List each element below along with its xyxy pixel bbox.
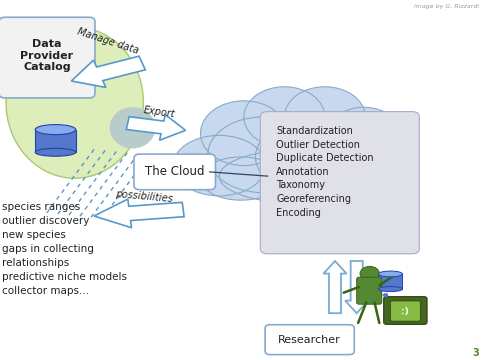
Text: Data
Provider
Catalog: Data Provider Catalog (20, 39, 74, 72)
Ellipse shape (35, 148, 76, 156)
Ellipse shape (244, 87, 325, 147)
Ellipse shape (173, 135, 266, 196)
Text: Manage data: Manage data (77, 27, 140, 56)
Ellipse shape (378, 271, 402, 277)
FancyBboxPatch shape (384, 297, 427, 324)
Ellipse shape (326, 107, 402, 163)
Ellipse shape (110, 107, 156, 149)
Circle shape (384, 294, 388, 297)
Ellipse shape (208, 117, 318, 193)
Circle shape (378, 294, 382, 297)
Ellipse shape (331, 138, 412, 194)
Text: 3: 3 (473, 348, 480, 358)
FancyBboxPatch shape (134, 154, 215, 190)
Ellipse shape (284, 87, 365, 147)
Text: possibilities: possibilities (115, 189, 173, 204)
Text: Standardization
Outlier Detection
Duplicate Detection
Annotation
Taxonomy
Georef: Standardization Outlier Detection Duplic… (276, 126, 374, 217)
Ellipse shape (255, 119, 371, 195)
FancyArrow shape (323, 261, 347, 313)
Polygon shape (94, 199, 184, 228)
Ellipse shape (378, 287, 402, 292)
Polygon shape (126, 114, 186, 140)
FancyBboxPatch shape (390, 301, 420, 321)
Circle shape (360, 266, 379, 281)
Ellipse shape (219, 149, 378, 203)
FancyBboxPatch shape (0, 17, 95, 98)
Ellipse shape (201, 157, 281, 200)
Text: The Cloud: The Cloud (145, 165, 204, 179)
Circle shape (372, 294, 376, 297)
Bar (378, 274, 402, 289)
FancyBboxPatch shape (260, 112, 419, 254)
Ellipse shape (35, 125, 76, 135)
FancyArrow shape (345, 261, 368, 313)
FancyBboxPatch shape (265, 325, 354, 355)
Ellipse shape (6, 27, 144, 178)
Text: species ranges
outlier discovery
new species
gaps in collecting
relationships
pr: species ranges outlier discovery new spe… (2, 202, 127, 296)
Bar (35, 130, 76, 152)
Text: Export: Export (143, 105, 175, 120)
Polygon shape (71, 56, 145, 87)
Text: Researcher: Researcher (278, 335, 341, 345)
Text: :): :) (402, 306, 409, 315)
FancyBboxPatch shape (357, 277, 382, 304)
Ellipse shape (316, 157, 397, 200)
Text: image by G. Rizzardi: image by G. Rizzardi (415, 4, 480, 9)
Ellipse shape (201, 101, 287, 166)
